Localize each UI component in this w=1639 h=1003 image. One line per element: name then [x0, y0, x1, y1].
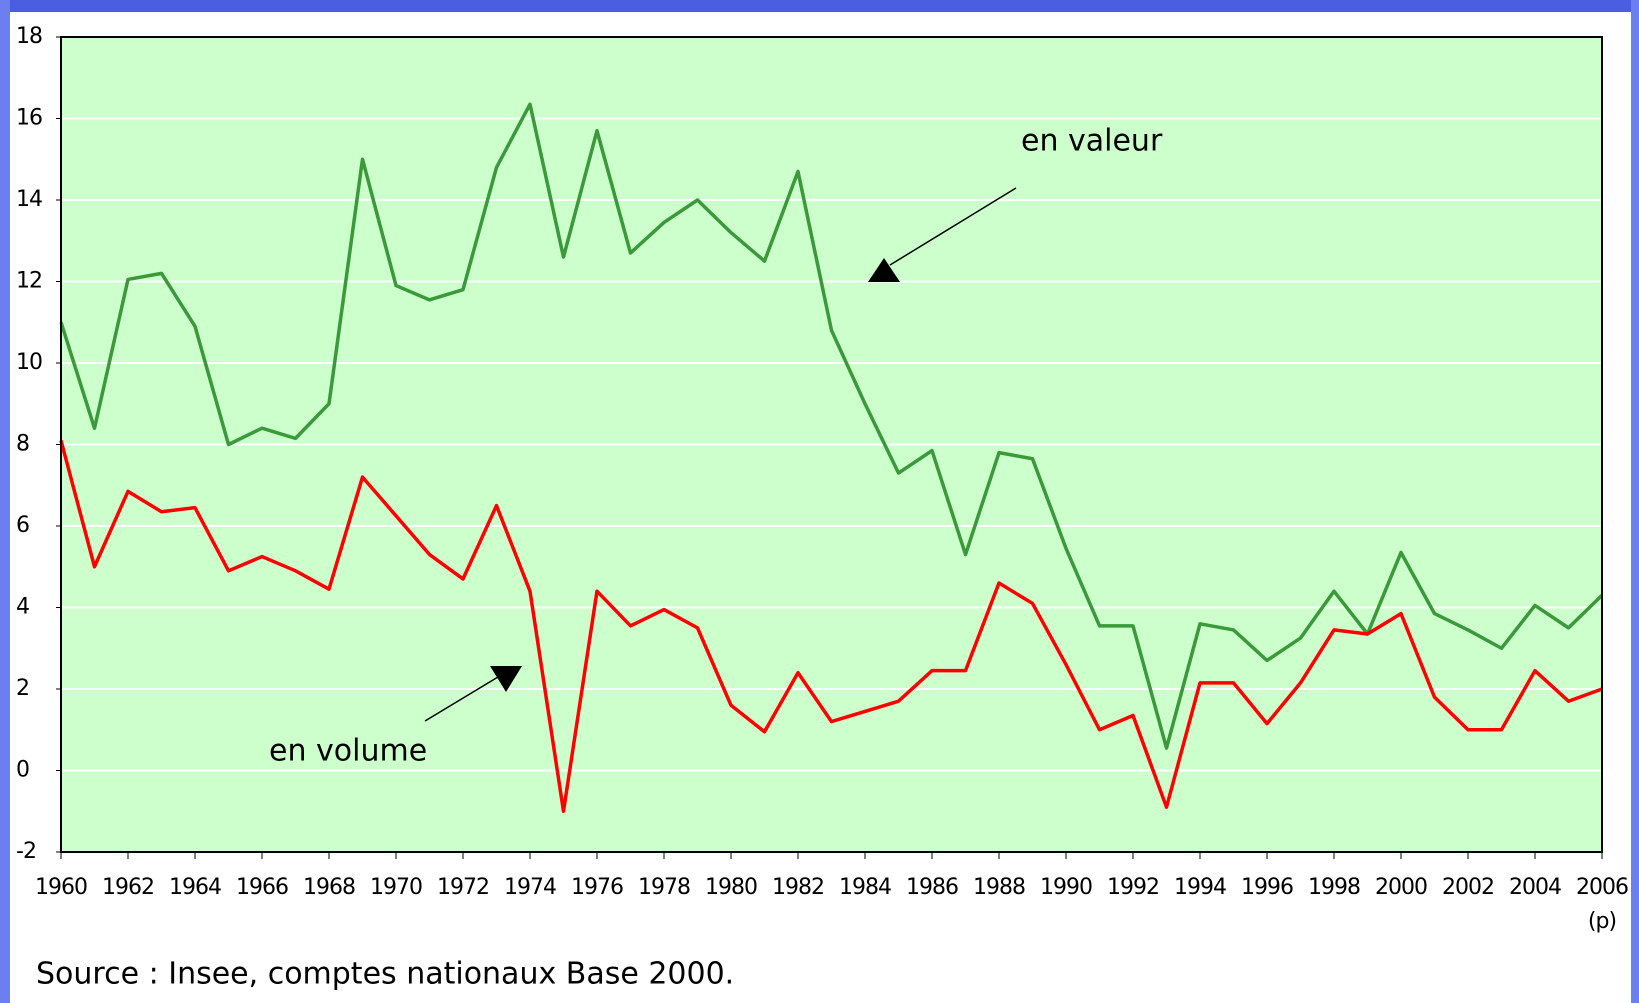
x-tick-label: 2002 [1442, 875, 1494, 900]
y-tick-label: 16 [16, 106, 42, 131]
window-left-border [0, 0, 10, 1003]
y-tick-label: 12 [16, 269, 42, 294]
x-axis-note: (p) [1588, 909, 1616, 934]
x-tick-label: 1986 [906, 875, 958, 900]
x-tick-label: 1984 [839, 875, 891, 900]
x-tick-label: 1994 [1174, 875, 1226, 900]
x-tick-label: 1970 [370, 875, 422, 900]
annotation: en valeur [1021, 124, 1163, 159]
arrow-head [490, 666, 522, 692]
source-note: Source : Insee, comptes nationaux Base 2… [36, 957, 734, 992]
x-tick-label: 1990 [1040, 875, 1092, 900]
x-tick-label: 1982 [772, 875, 824, 900]
y-tick-label: 6 [16, 513, 29, 538]
plot-area: -2 0 2 4 6 8 10 12 14 16 18 1960 1962 1964 1966 1968 197… [16, 24, 1629, 934]
x-tick-label: 1978 [638, 875, 690, 900]
data-line [59, 102, 1604, 750]
x-tick-label: 2004 [1509, 875, 1561, 900]
arrow-head [868, 258, 900, 282]
plot-border [60, 36, 1603, 853]
annotation-arrow [424, 676, 499, 722]
y-tick-label: -2 [16, 839, 36, 864]
x-tick-label: 1988 [973, 875, 1025, 900]
x-tick-label: 1980 [705, 875, 757, 900]
x-tick-label: 1960 [35, 875, 87, 900]
x-tick-label: 1992 [1107, 875, 1159, 900]
x-tick-label: 1998 [1308, 875, 1360, 900]
annotation-arrow [889, 187, 1017, 266]
y-tick-label: 14 [16, 187, 42, 212]
x-tick-label: 1962 [102, 875, 154, 900]
x-tick-label: 1968 [303, 875, 355, 900]
window-right-border [1631, 0, 1639, 1003]
y-tick-label: 18 [16, 24, 42, 49]
x-tick-label: 1974 [504, 875, 556, 900]
y-tick-label: 10 [16, 350, 42, 375]
annotation: en volume [269, 734, 427, 769]
x-tick-label: 1972 [437, 875, 489, 900]
y-tick-label: 0 [16, 758, 29, 783]
data-line [59, 439, 1603, 813]
y-tick-label: 4 [16, 595, 29, 620]
x-tick-label: 1996 [1241, 875, 1293, 900]
y-tick-label: 2 [16, 676, 29, 701]
x-tick-label: 1966 [236, 875, 288, 900]
x-tick-label: 2006 [1576, 875, 1628, 900]
window-top-border [0, 0, 1639, 12]
y-tick-label: 8 [16, 432, 29, 457]
x-tick-label: 1976 [571, 875, 623, 900]
x-tick-label: 2000 [1375, 875, 1427, 900]
x-tick-label: 1964 [169, 875, 221, 900]
